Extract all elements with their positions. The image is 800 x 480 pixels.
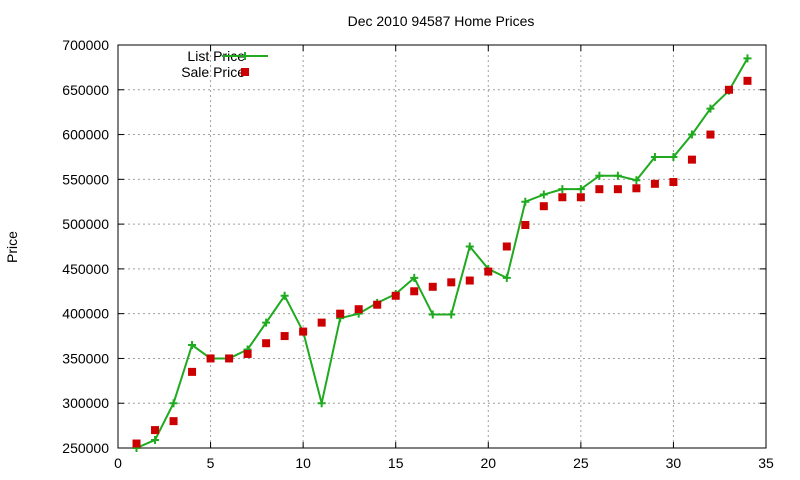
- list-price-point: [687, 130, 696, 139]
- sale-price-point: [262, 339, 271, 348]
- sale-price-point: [669, 178, 678, 187]
- list-price-point: [151, 435, 160, 444]
- y-tick-label: 350000: [62, 350, 109, 366]
- list-price-point: [576, 185, 585, 194]
- x-tick-label: 25: [573, 455, 589, 471]
- sale-price-point: [724, 85, 733, 94]
- sale-price-point: [632, 184, 641, 193]
- list-price-point: [410, 273, 419, 282]
- sale-price-point: [502, 242, 511, 251]
- list-price-point: [539, 190, 548, 199]
- sale-price-point: [410, 287, 419, 296]
- sale-price-point: [354, 305, 363, 314]
- list-price-point: [632, 176, 641, 185]
- list-price-line: [136, 57, 749, 449]
- y-tick-label: 450000: [62, 261, 109, 277]
- x-tick-label: 0: [114, 455, 122, 471]
- list-price-point: [502, 273, 511, 282]
- list-price-point: [558, 185, 567, 194]
- sale-price-point: [428, 282, 437, 291]
- sale-price-point: [317, 318, 326, 327]
- list-price-point: [428, 310, 437, 319]
- sale-price-point: [225, 354, 234, 363]
- y-tick-label: 550000: [62, 171, 109, 187]
- grid-lines: [118, 45, 766, 448]
- list-price-point: [650, 152, 659, 161]
- list-price-point: [669, 152, 678, 161]
- sale-price-point: [465, 276, 474, 285]
- sale-price-point: [521, 221, 530, 230]
- y-tick-label: 650000: [62, 82, 109, 98]
- series-layer: [132, 54, 752, 452]
- legend-plus-marker: [241, 52, 249, 60]
- sale-price-point: [188, 367, 197, 376]
- y-tick-label: 600000: [62, 127, 109, 143]
- sale-price-point: [336, 309, 345, 318]
- list-price-point: [521, 197, 530, 206]
- sale-price-point: [299, 327, 308, 336]
- list-price-point: [280, 291, 289, 300]
- sale-price-point: [706, 130, 715, 139]
- axes: 0 5 10 15 20 25 30 35 250000 300000 350000 400000 45…: [62, 37, 774, 471]
- series-list-price: [132, 54, 752, 452]
- list-price-point: [262, 318, 271, 327]
- legend-square-marker: [241, 68, 249, 76]
- sale-price-point: [484, 267, 493, 276]
- chart-title: Dec 2010 94587 Home Prices: [348, 13, 535, 29]
- x-tick-label: 20: [480, 455, 496, 471]
- list-price-point: [317, 399, 326, 408]
- sale-price-point: [613, 185, 622, 194]
- sale-price-point: [169, 417, 178, 426]
- sale-price-point: [280, 332, 289, 341]
- list-price-point: [169, 399, 178, 408]
- sale-price-point: [743, 76, 752, 85]
- sale-price-point: [132, 439, 141, 448]
- x-tick-label: 5: [207, 455, 215, 471]
- list-price-point: [595, 171, 604, 180]
- list-price-point: [188, 341, 197, 350]
- y-tick-label: 250000: [62, 440, 109, 456]
- sale-price-point: [558, 193, 567, 202]
- list-price-point: [743, 54, 752, 63]
- sale-price-point: [373, 300, 382, 309]
- y-tick-label: 400000: [62, 306, 109, 322]
- sale-price-point: [391, 291, 400, 300]
- sale-price-point: [539, 202, 548, 211]
- x-tick-label: 30: [666, 455, 682, 471]
- sale-price-point: [576, 193, 585, 202]
- list-price-point: [613, 171, 622, 180]
- y-tick-label: 300000: [62, 395, 109, 411]
- sale-price-point: [687, 155, 696, 164]
- list-price-point: [465, 242, 474, 251]
- list-price-point: [447, 310, 456, 319]
- x-tick-label: 15: [388, 455, 404, 471]
- sale-price-point: [151, 426, 160, 435]
- sale-price-point: [206, 354, 215, 363]
- legend-label: List Price: [187, 48, 245, 64]
- y-tick-label: 500000: [62, 216, 109, 232]
- list-price-point: [706, 104, 715, 113]
- x-tick-label: 35: [758, 455, 774, 471]
- series-sale-price: [132, 76, 752, 448]
- plot-frame: [117, 44, 767, 449]
- sale-price-point: [595, 185, 604, 194]
- y-axis-label: Price: [4, 231, 20, 263]
- x-tick-label: 10: [295, 455, 311, 471]
- sale-price-point: [650, 179, 659, 188]
- sale-price-point: [243, 349, 252, 358]
- y-tick-label: 700000: [62, 37, 109, 53]
- legend-label: Sale Price: [181, 64, 245, 80]
- sale-price-point: [447, 278, 456, 287]
